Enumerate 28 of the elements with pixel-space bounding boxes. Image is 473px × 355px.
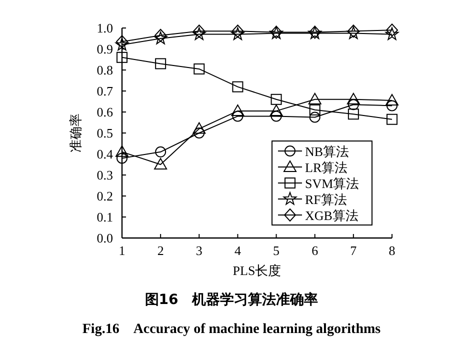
- x-tick-label: 8: [388, 243, 396, 258]
- y-tick-label: 0.4: [96, 146, 114, 162]
- legend-label: LR算法: [305, 160, 348, 175]
- y-tick-label: 0.6: [96, 104, 114, 120]
- legend-label: RF算法: [305, 192, 347, 207]
- y-tick-label: 0.9: [96, 42, 113, 56]
- x-tick-label: 1: [118, 243, 126, 258]
- x-tick-label: 4: [234, 243, 242, 258]
- x-tick-label: 2: [157, 243, 164, 258]
- y-tick-label: 0.2: [96, 188, 113, 204]
- x-tick-label: 7: [350, 243, 358, 258]
- y-tick-label: 0.3: [96, 168, 113, 182]
- x-tick-label: 3: [196, 243, 202, 258]
- text: Fig.16 Accuracy of machine learning algorithms: [82, 322, 382, 337]
- y-tick-label: 0.0: [96, 230, 113, 246]
- y-tick-label: 0.7: [96, 84, 114, 98]
- y-tick-label: 0.1: [96, 210, 113, 224]
- x-axis-title: PLS长度: [232, 263, 282, 278]
- text: 图16 机器学习算法准确率: [144, 291, 318, 308]
- legend-label: XGB算法: [305, 208, 358, 223]
- x-tick-label: 6: [312, 243, 319, 258]
- x-tick-label: 5: [273, 243, 280, 258]
- legend-label: SVM算法: [305, 176, 360, 191]
- y-tick-label: 0.8: [96, 62, 113, 78]
- y-axis-title: 准确率: [68, 114, 83, 152]
- y-tick-label: 1.0: [96, 20, 113, 36]
- y-tick-label: 0.5: [96, 126, 113, 140]
- legend-label: NB算法: [305, 144, 350, 159]
